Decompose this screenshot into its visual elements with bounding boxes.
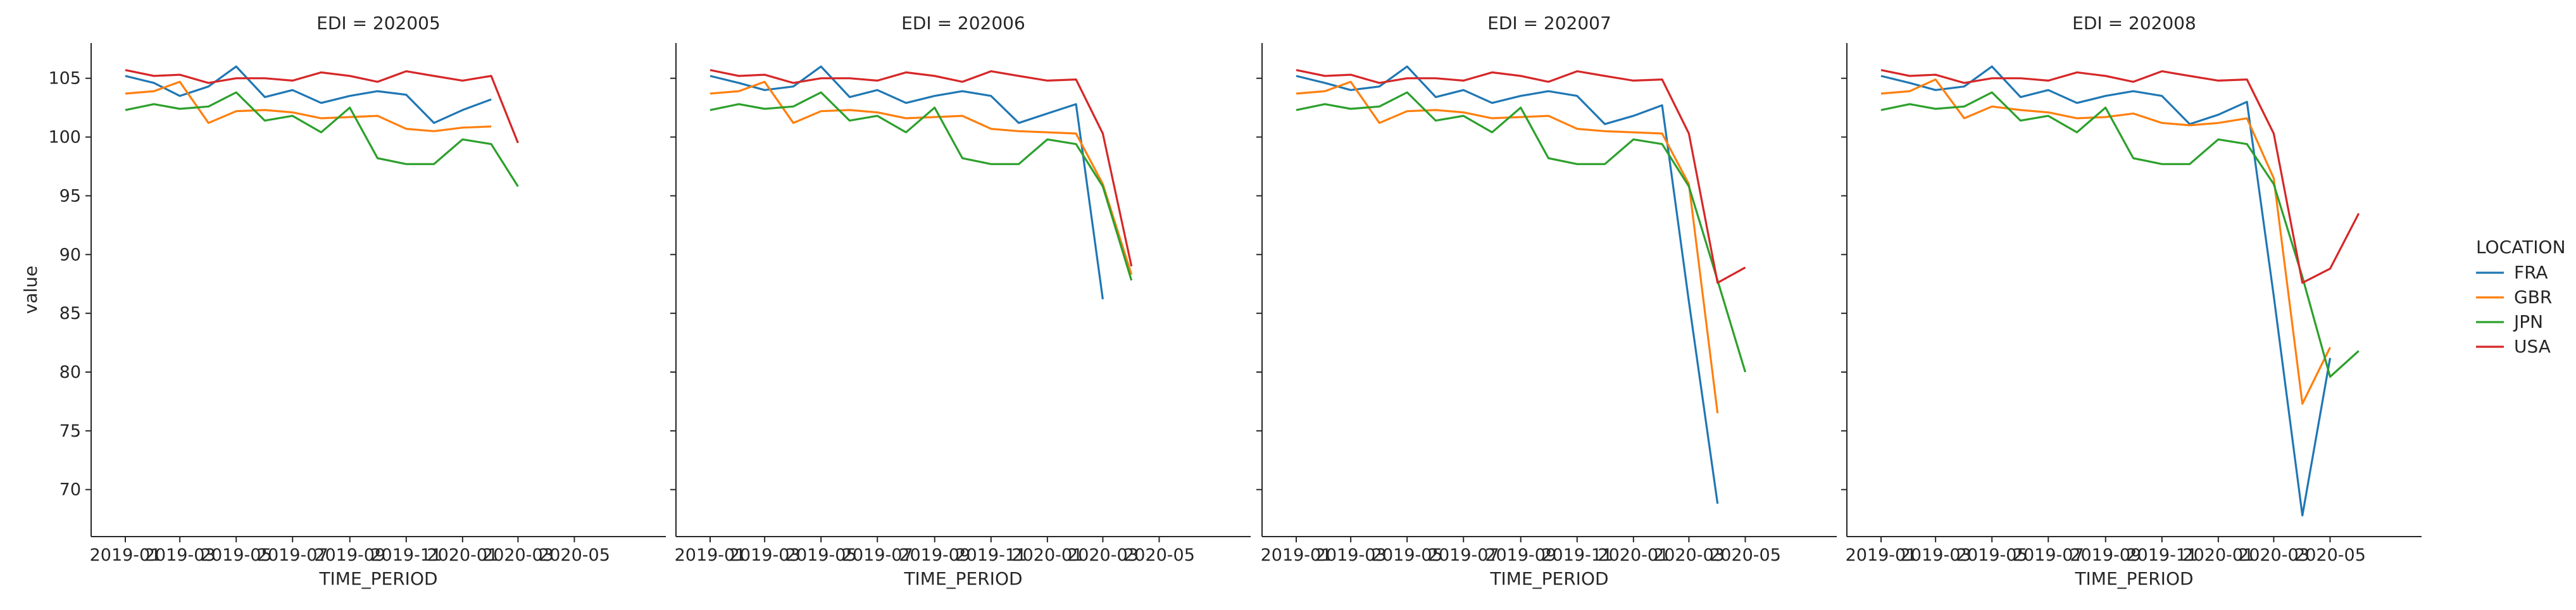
x-tick-label: 2020-05 xyxy=(2294,545,2366,565)
x-tick-label: 2019-11 xyxy=(1541,545,1613,565)
series-line-jpn xyxy=(125,91,519,187)
legend-label-jpn: JPN xyxy=(2513,311,2543,332)
x-tick-label: 2020-05 xyxy=(1710,545,1781,565)
panel-1: 7075808590951001052019-012019-032019-052… xyxy=(48,13,666,589)
legend-label-fra: FRA xyxy=(2514,262,2548,283)
x-tick-label: 2019-01 xyxy=(675,545,746,565)
series-line-usa xyxy=(125,69,519,144)
x-tick-label: 2019-01 xyxy=(1261,545,1332,565)
y-tick-label: 75 xyxy=(59,421,81,441)
series-line-fra xyxy=(710,65,1104,300)
x-tick-label: 2020-05 xyxy=(539,545,610,565)
x-tick-label: 2019-07 xyxy=(842,545,913,565)
x-tick-label: 2019-01 xyxy=(90,545,161,565)
x-tick-label: 2019-03 xyxy=(144,545,216,565)
y-tick-label: 70 xyxy=(59,480,81,500)
x-axis-label: TIME_PERIOD xyxy=(2074,568,2193,589)
x-tick-label: 2019-09 xyxy=(1485,545,1556,565)
x-tick-label: 2019-01 xyxy=(1846,545,1917,565)
y-tick-label: 95 xyxy=(59,186,81,206)
x-axis-label: TIME_PERIOD xyxy=(318,568,437,589)
x-tick-label: 2020-01 xyxy=(2182,545,2254,565)
x-tick-label: 2020-01 xyxy=(427,545,498,565)
x-tick-label: 2019-07 xyxy=(257,545,328,565)
panel-title: EDI = 202006 xyxy=(901,13,1025,34)
x-tick-label: 2019-09 xyxy=(2070,545,2141,565)
legend-label-usa: USA xyxy=(2514,336,2551,357)
y-tick-label: 90 xyxy=(59,245,81,265)
panel-title: EDI = 202008 xyxy=(2072,13,2196,34)
series-line-usa xyxy=(710,69,1133,267)
y-tick-label: 105 xyxy=(48,69,81,89)
x-tick-label: 2019-11 xyxy=(955,545,1027,565)
legend-label-gbr: GBR xyxy=(2514,287,2552,308)
x-tick-label: 2020-01 xyxy=(1011,545,1083,565)
series-line-gbr xyxy=(1880,78,2331,405)
x-tick-label: 2019-05 xyxy=(1372,545,1443,565)
y-tick-label: 80 xyxy=(59,363,81,382)
series-line-gbr xyxy=(1296,80,1719,414)
x-tick-label: 2020-03 xyxy=(482,545,554,565)
x-tick-label: 2019-03 xyxy=(1900,545,1972,565)
series-line-jpn xyxy=(710,91,1133,281)
panel-3: 2019-012019-032019-052019-072019-092019-… xyxy=(1256,13,1837,589)
x-tick-label: 2019-07 xyxy=(1428,545,1499,565)
series-line-gbr xyxy=(125,80,492,132)
y-tick-label: 85 xyxy=(59,304,81,323)
series-line-usa xyxy=(1880,69,2360,284)
x-tick-label: 2020-03 xyxy=(2238,545,2310,565)
x-tick-label: 2019-11 xyxy=(370,545,442,565)
series-line-jpn xyxy=(1880,91,2360,378)
y-tick-label: 100 xyxy=(48,128,81,147)
x-tick-label: 2020-03 xyxy=(1653,545,1725,565)
panel-4: 2019-012019-032019-052019-072019-092019-… xyxy=(1841,13,2422,589)
x-tick-label: 2020-03 xyxy=(1067,545,1139,565)
series-line-fra xyxy=(1296,65,1719,504)
legend-title: LOCATION xyxy=(2476,237,2566,258)
series-line-fra xyxy=(125,65,492,124)
x-tick-label: 2020-05 xyxy=(1123,545,1195,565)
x-tick-label: 2019-07 xyxy=(2013,545,2084,565)
x-tick-label: 2019-05 xyxy=(785,545,857,565)
x-axis-label: TIME_PERIOD xyxy=(1489,568,1608,589)
x-tick-label: 2019-11 xyxy=(2126,545,2198,565)
series-line-jpn xyxy=(1296,91,1747,373)
x-tick-label: 2019-03 xyxy=(729,545,801,565)
x-tick-label: 2019-05 xyxy=(1956,545,2028,565)
x-tick-label: 2019-05 xyxy=(201,545,272,565)
series-line-fra xyxy=(1880,65,2332,517)
x-tick-label: 2020-01 xyxy=(1597,545,1669,565)
panel-title: EDI = 202005 xyxy=(316,13,441,34)
series-line-usa xyxy=(1296,69,1746,284)
x-tick-label: 2019-03 xyxy=(1315,545,1387,565)
x-tick-label: 2019-09 xyxy=(899,545,970,565)
legend: LOCATION FRA GBR JPN USA xyxy=(2476,237,2566,357)
y-axis-label: value xyxy=(20,266,41,314)
x-tick-label: 2019-09 xyxy=(314,545,385,565)
panel-2: 2019-012019-032019-052019-072019-092019-… xyxy=(670,13,1251,589)
panel-title: EDI = 202007 xyxy=(1487,13,1611,34)
x-axis-label: TIME_PERIOD xyxy=(903,568,1022,589)
series-line-gbr xyxy=(710,80,1133,275)
